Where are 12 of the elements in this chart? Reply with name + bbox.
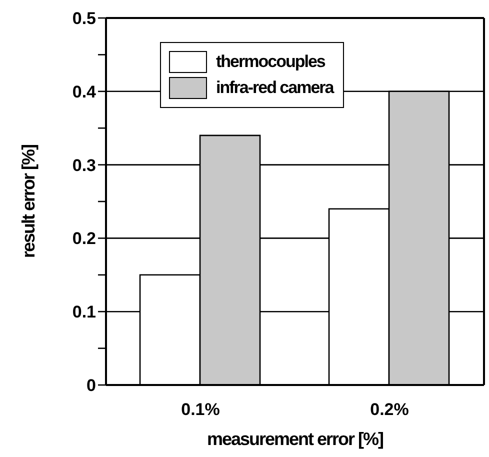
x-tick-label: 0.1%: [181, 400, 220, 420]
legend-label: thermocouples: [216, 52, 325, 72]
x-tick-label: 0.2%: [370, 400, 409, 420]
y-tick-label: 0.1: [72, 302, 96, 322]
y-axis-title: result error [%]: [18, 144, 38, 258]
y-tick-label: 0.2: [72, 229, 96, 248]
y-tick-label: 0.4: [72, 82, 97, 102]
y-tick-label: 0.3: [72, 156, 96, 175]
y-tick-label: 0.5: [72, 9, 96, 28]
x-axis-title: measurement error [%]: [206, 429, 384, 449]
legend-label: infra-red camera: [216, 78, 334, 98]
y-tick-label: 0: [86, 376, 96, 396]
